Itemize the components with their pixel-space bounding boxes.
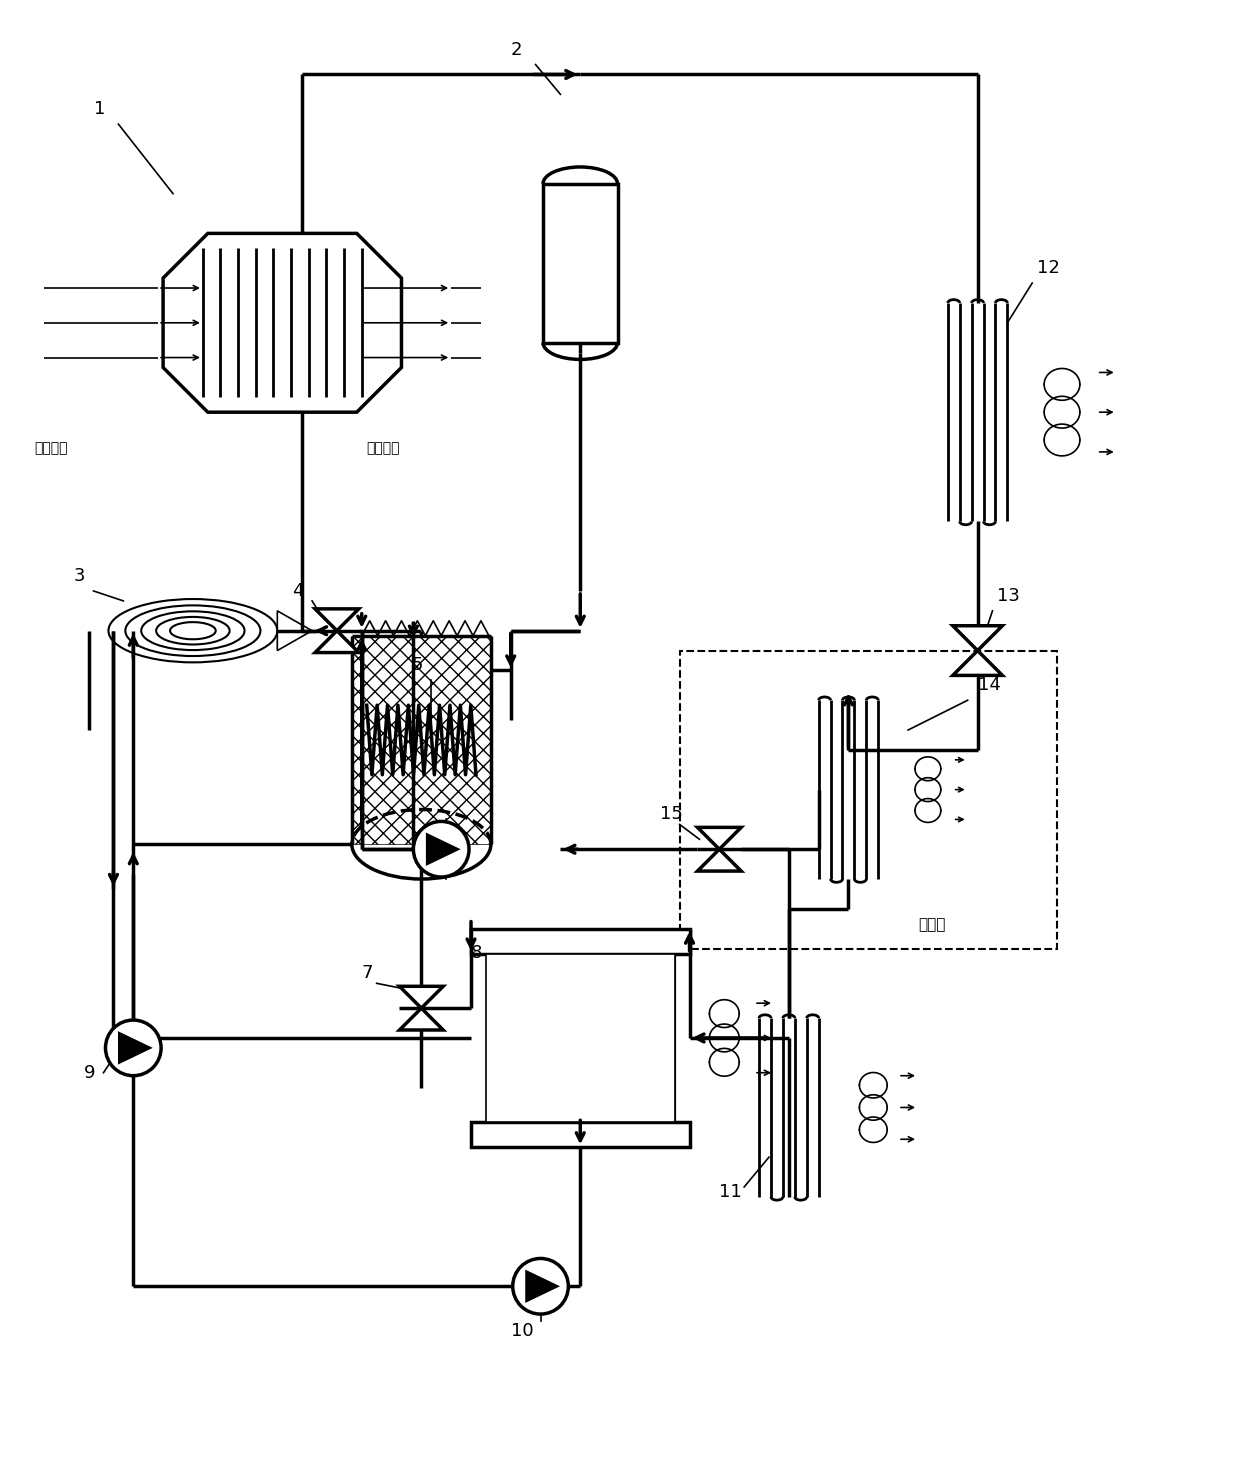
Text: 5: 5 xyxy=(412,657,423,675)
Text: 尾气入口: 尾气入口 xyxy=(33,441,67,454)
Polygon shape xyxy=(315,631,358,653)
Text: 2: 2 xyxy=(511,41,522,59)
Polygon shape xyxy=(697,828,742,850)
Polygon shape xyxy=(118,1030,153,1064)
Bar xyxy=(486,954,675,1123)
Text: 室内侧: 室内侧 xyxy=(918,917,945,932)
Text: 4: 4 xyxy=(293,582,304,600)
Bar xyxy=(352,635,491,844)
Text: 12: 12 xyxy=(1037,259,1060,278)
Polygon shape xyxy=(399,986,443,1008)
Circle shape xyxy=(512,1258,568,1314)
Text: 7: 7 xyxy=(362,964,373,982)
Text: 6: 6 xyxy=(432,864,443,883)
Bar xyxy=(471,929,689,954)
Text: 10: 10 xyxy=(511,1322,533,1341)
Text: 14: 14 xyxy=(977,676,1001,694)
Text: 1: 1 xyxy=(93,100,105,118)
Circle shape xyxy=(413,822,469,878)
Polygon shape xyxy=(315,609,358,631)
Bar xyxy=(471,1123,689,1147)
Text: 尾气出口: 尾气出口 xyxy=(367,441,401,454)
Bar xyxy=(680,651,1056,948)
Text: 15: 15 xyxy=(660,806,682,823)
Text: 11: 11 xyxy=(719,1183,742,1201)
Polygon shape xyxy=(952,626,1002,651)
Text: 8: 8 xyxy=(471,945,482,963)
Polygon shape xyxy=(697,850,742,872)
Polygon shape xyxy=(164,234,402,412)
Text: 13: 13 xyxy=(997,587,1021,606)
Text: 3: 3 xyxy=(73,567,86,585)
Polygon shape xyxy=(425,832,461,866)
Polygon shape xyxy=(526,1270,560,1302)
Bar xyxy=(543,184,618,343)
Text: 9: 9 xyxy=(83,1064,95,1082)
Polygon shape xyxy=(399,1008,443,1030)
Circle shape xyxy=(105,1020,161,1076)
Polygon shape xyxy=(278,612,312,651)
Polygon shape xyxy=(952,651,1002,675)
